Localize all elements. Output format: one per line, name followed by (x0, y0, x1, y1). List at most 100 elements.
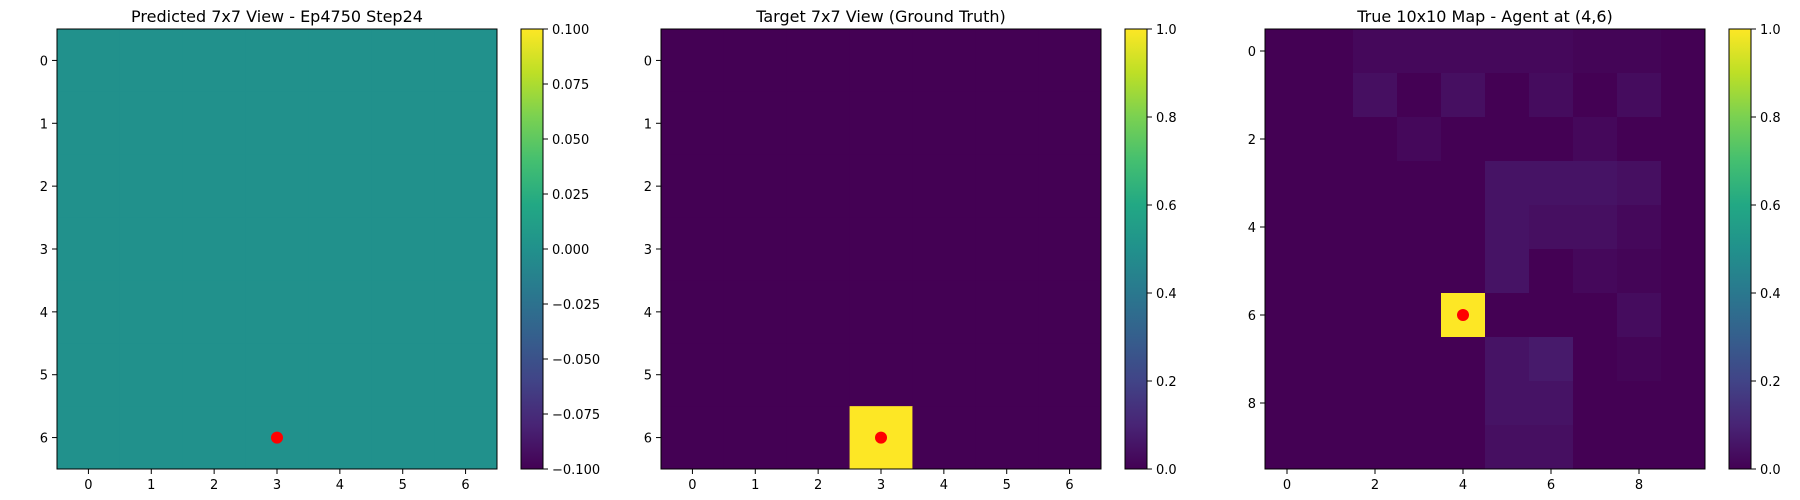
heatmap-cell (1265, 29, 1310, 74)
heatmap-cell (1617, 337, 1662, 382)
heatmap-cell (661, 91, 725, 156)
heatmap-cell (1265, 425, 1310, 470)
colorbar-tick-label: 0.2 (1760, 375, 1781, 390)
heatmap-cell (1661, 249, 1706, 294)
colorbar-tick-label: −0.025 (552, 298, 600, 313)
heatmap-cell (661, 343, 725, 407)
y-tick-label: 4 (644, 306, 652, 321)
agent-marker-layer (1457, 309, 1469, 321)
heatmap-cell (1441, 337, 1486, 382)
agent-marker (1457, 309, 1469, 321)
heatmap-cell (371, 217, 435, 281)
heatmap-cell (182, 406, 247, 470)
x-tick-label: 2 (814, 478, 822, 493)
heatmap-cell (723, 217, 788, 281)
heatmap-cell (57, 280, 121, 344)
heatmap-cell (1353, 73, 1398, 118)
heatmap-cell (1397, 205, 1442, 250)
x-tick-label: 6 (461, 478, 469, 493)
heatmap-cell (1661, 381, 1706, 426)
x-tick-label: 0 (688, 478, 696, 493)
heatmap-cell (434, 217, 498, 281)
heatmap-cell (1529, 381, 1574, 426)
heatmap-cell (1573, 249, 1618, 294)
heatmap-cell (1397, 249, 1442, 294)
heatmap-cell (57, 91, 121, 156)
panel-true-map: True 10x10 Map - Agent at (4,6) 0 2 4 6 8 0 2… (1248, 7, 1781, 493)
heatmap-cell (308, 343, 372, 407)
heatmap-cell (434, 280, 498, 344)
heatmap-cell (1038, 280, 1102, 344)
heatmap-cell (1661, 161, 1706, 206)
heatmap-cell (434, 343, 498, 407)
heatmap-cell (1265, 337, 1310, 382)
heatmap-cell (1529, 205, 1574, 250)
colorbar-tick-label: 0.000 (552, 243, 589, 258)
heatmap-cell (1309, 249, 1354, 294)
heatmap-cell (1353, 161, 1398, 206)
heatmap-cell (975, 343, 1039, 407)
heatmap-cell (786, 91, 851, 156)
panel-title: True 10x10 Map - Agent at (4,6) (1356, 7, 1613, 26)
heatmap-cell (1397, 337, 1442, 382)
heatmap-cell (1617, 117, 1662, 162)
heatmap-cell (1661, 73, 1706, 118)
y-axis-ticks: 0 1 2 3 4 5 6 (644, 54, 661, 447)
heatmap-cell (661, 406, 725, 470)
heatmap-cell (849, 154, 913, 219)
heatmap-cell (57, 406, 121, 470)
heatmap-cell (57, 343, 121, 407)
heatmap-cell (1485, 29, 1530, 74)
heatmap-cell (1265, 205, 1310, 250)
x-axis-ticks: 0 2 4 6 8 (1283, 469, 1643, 493)
agent-marker-layer (875, 431, 887, 444)
heatmap-cell (1265, 161, 1310, 206)
heatmap-cell (1353, 425, 1398, 470)
heatmap-cell (661, 29, 725, 93)
heatmap-cell (245, 343, 309, 407)
panel-title: Predicted 7x7 View - Ep4750 Step24 (131, 7, 423, 26)
heatmap-cell (1309, 29, 1354, 74)
heatmap-cell (1038, 343, 1102, 407)
colorbar-tick-label: 0.025 (552, 188, 589, 203)
y-tick-label: 4 (40, 306, 48, 321)
heatmap-cell (1441, 249, 1486, 294)
x-axis-ticks: 0 1 2 3 4 5 6 (688, 469, 1074, 493)
heatmap-cell (245, 217, 309, 281)
heatmap-cell (434, 91, 498, 156)
heatmap-cell (723, 280, 788, 344)
heatmap-cell (1397, 425, 1442, 470)
heatmap-cell (1573, 117, 1618, 162)
heatmap-cell (119, 280, 184, 344)
x-tick-label: 3 (877, 478, 885, 493)
heatmap-cell (1529, 117, 1574, 162)
y-tick-label: 5 (40, 369, 48, 384)
colorbar-tick-label: 0.6 (1760, 199, 1781, 214)
heatmap-cell (119, 29, 184, 93)
heatmap-cell (1529, 29, 1574, 74)
heatmap-cell (1397, 293, 1442, 338)
heatmap-cell (308, 217, 372, 281)
heatmap-cell (1353, 293, 1398, 338)
heatmap-cell (1573, 381, 1618, 426)
colorbar-tick-label: 0.2 (1156, 375, 1177, 390)
heatmap-cell (723, 343, 788, 407)
heatmap-cell (786, 217, 851, 281)
heatmap-cell (371, 280, 435, 344)
colorbar-tick-label: 0.4 (1760, 287, 1781, 302)
heatmap-cell (1485, 249, 1530, 294)
heatmap-cell (975, 29, 1039, 93)
panel-predicted-view: Predicted 7x7 View - Ep4750 Step24 0 1 2 3 4… (40, 7, 600, 493)
heatmap-cell (786, 343, 851, 407)
colorbar-tick-label: 0.6 (1156, 199, 1177, 214)
heatmap-cell (1617, 249, 1662, 294)
heatmap-cell (1265, 381, 1310, 426)
colorbar-tick-label: −0.075 (552, 408, 600, 423)
x-tick-label: 0 (84, 478, 92, 493)
heatmap-cell (1441, 381, 1486, 426)
plot-frame (1264, 28, 1706, 470)
heatmap-cell (849, 217, 913, 281)
heatmap-cell (1441, 117, 1486, 162)
heatmap-cell (1353, 249, 1398, 294)
y-tick-label: 5 (644, 369, 652, 384)
